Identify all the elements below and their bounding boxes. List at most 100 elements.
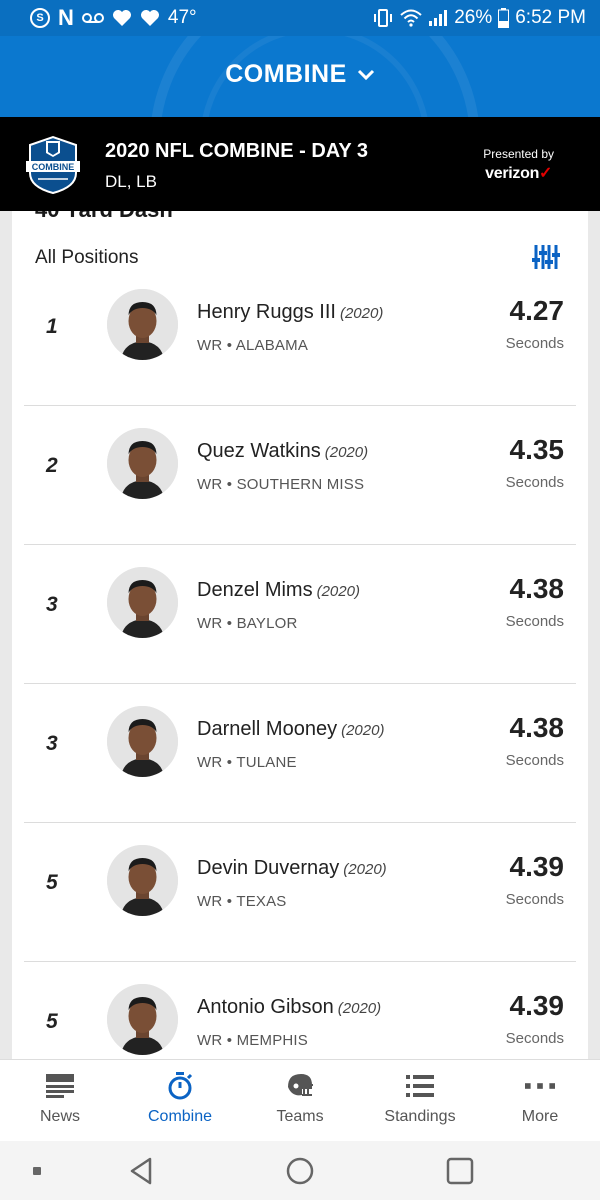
player-headshot-icon [107, 845, 178, 916]
vibrate-icon [372, 8, 394, 28]
battery-percent: 26% [454, 7, 493, 28]
player-row[interactable]: 5 Antonio Gibson (2020) WR • MEMPHIS [24, 962, 576, 1059]
time-value: 4.35 [509, 434, 565, 465]
nav-teams[interactable]: Teams [240, 1060, 360, 1141]
time-value: 4.39 [509, 990, 565, 1021]
player-row[interactable]: 3 Denzel Mims (2020) WR • BAYLOR 4.38 [24, 545, 576, 684]
draft-year: (2020) [324, 444, 369, 461]
nav-more[interactable]: More [480, 1060, 600, 1141]
player-name: Darnell Mooney [197, 718, 338, 740]
nav-news-label: News [39, 1108, 80, 1125]
rank: 5 [46, 871, 58, 894]
player-name: Quez Watkins [197, 440, 321, 462]
player-name-line[interactable]: Quez Watkins (2020) [197, 440, 368, 463]
avatar [107, 845, 178, 916]
player-meta: WR • TEXAS [197, 893, 287, 910]
player-row[interactable]: 5 Devin Duvernay (2020) WR • TEXAS 4. [24, 823, 576, 962]
nav-news[interactable]: News [0, 1060, 120, 1141]
result-time: 4.39 Seconds [506, 990, 564, 1047]
player-name-line[interactable]: Henry Ruggs III (2020) [197, 301, 383, 324]
wifi-icon [400, 9, 422, 27]
results-card: 40 Yard Dash All Positions 1 Henry Ruggs… [12, 211, 588, 1059]
section-title: 40 Yard Dash [35, 211, 173, 223]
player-school: MEMPHIS [236, 1032, 308, 1049]
recents-icon[interactable] [446, 1157, 474, 1185]
avatar [107, 706, 178, 777]
news-icon [45, 1072, 75, 1100]
sponsor-label: Presented by [483, 147, 554, 161]
player-name-line[interactable]: Darnell Mooney (2020) [197, 718, 384, 741]
player-position: WR [197, 893, 223, 910]
player-row[interactable]: 3 Darnell Mooney (2020) WR • TULANE 4 [24, 684, 576, 823]
recent-dot-icon [33, 1167, 41, 1175]
player-school: TULANE [236, 754, 297, 771]
voicemail-icon [81, 12, 104, 24]
heart-icon [140, 9, 160, 27]
nav-more-label: More [521, 1108, 559, 1125]
time-value: 4.27 [509, 295, 565, 326]
player-name-line[interactable]: Devin Duvernay (2020) [197, 857, 387, 880]
time-unit: Seconds [505, 752, 564, 769]
player-position: WR [197, 476, 223, 493]
rank: 3 [46, 732, 58, 755]
player-row[interactable]: 2 Quez Watkins (2020) WR • SOUTHERN MISS [24, 406, 576, 545]
result-time: 4.35 Seconds [506, 434, 564, 491]
player-headshot-icon [107, 706, 178, 777]
header-title: COMBINE [225, 60, 347, 88]
time-value: 4.38 [509, 573, 565, 604]
separator-dot: • [226, 337, 236, 354]
nav-standings-label: Standings [384, 1108, 456, 1125]
section-dropdown[interactable]: COMBINE [0, 60, 600, 89]
filter-sliders-icon[interactable] [532, 243, 560, 271]
player-name-line[interactable]: Denzel Mims (2020) [197, 579, 360, 602]
helmet-icon [285, 1072, 315, 1100]
time-unit: Seconds [505, 335, 564, 352]
event-title: 2020 NFL COMBINE - DAY 3 [105, 140, 369, 162]
draft-year: (2020) [316, 583, 360, 600]
clock: 6:52 PM [515, 7, 586, 28]
player-position: WR [197, 1032, 223, 1049]
checkmark-icon: ✓ [539, 165, 553, 182]
rank: 1 [46, 315, 58, 338]
nfl-combine-logo: COMBINE [26, 135, 80, 195]
time-unit: Seconds [505, 474, 564, 491]
player-headshot-icon [107, 289, 178, 360]
player-meta: WR • TULANE [197, 754, 297, 771]
results-list-container[interactable]: 40 Yard Dash All Positions 1 Henry Ruggs… [0, 211, 600, 1059]
player-school: SOUTHERN MISS [236, 476, 365, 493]
nav-combine[interactable]: Combine [120, 1060, 240, 1141]
battery-icon [498, 8, 510, 28]
chevron-down-icon [357, 69, 374, 80]
time-value: 4.39 [509, 851, 565, 882]
back-icon[interactable] [128, 1157, 154, 1185]
app-header: COMBINE [0, 36, 600, 117]
player-meta: WR • BAYLOR [197, 615, 298, 632]
player-meta: WR • ALABAMA [197, 337, 308, 354]
home-icon[interactable] [286, 1157, 314, 1185]
player-name: Denzel Mims [197, 579, 313, 601]
player-row[interactable]: 1 Henry Ruggs III (2020) WR • ALABAMA [24, 267, 576, 406]
signal-icon [428, 9, 448, 27]
time-unit: Seconds [505, 891, 564, 908]
separator-dot: • [226, 754, 237, 771]
draft-year: (2020) [341, 722, 385, 739]
player-headshot-icon [107, 984, 178, 1055]
player-meta: WR • MEMPHIS [197, 1032, 308, 1049]
standings-list-icon [405, 1072, 435, 1100]
status-bar: S N 47° 26% 6:52 PM [0, 0, 600, 36]
result-time: 4.38 Seconds [506, 712, 564, 769]
avatar [107, 984, 178, 1055]
time-value: 4.38 [509, 712, 565, 743]
position-filter-label: All Positions [35, 247, 139, 268]
player-headshot-icon [107, 428, 178, 499]
sponsor[interactable]: Presented by verizon✓ [483, 147, 554, 183]
player-meta: WR • SOUTHERN MISS [197, 476, 364, 493]
sync-icon: S [30, 8, 50, 28]
player-position: WR [197, 615, 223, 632]
draft-year: (2020) [339, 305, 384, 322]
separator-dot: • [226, 615, 237, 632]
player-name-line[interactable]: Antonio Gibson (2020) [197, 996, 381, 1019]
event-banner: COMBINE 2020 NFL COMBINE - DAY 3 DL, LB … [0, 117, 600, 211]
nav-standings[interactable]: Standings [360, 1060, 480, 1141]
avatar [107, 567, 178, 638]
